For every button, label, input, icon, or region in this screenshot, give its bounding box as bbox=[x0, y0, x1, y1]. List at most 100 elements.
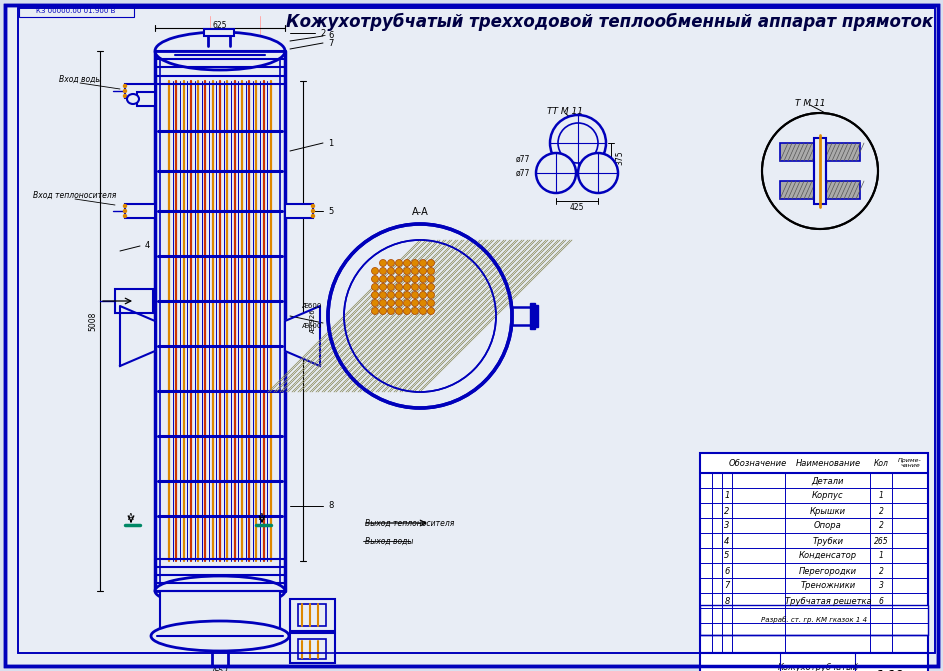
Text: 1:10: 1:10 bbox=[876, 670, 903, 671]
Circle shape bbox=[404, 268, 410, 274]
Circle shape bbox=[404, 276, 410, 282]
Circle shape bbox=[372, 276, 378, 282]
Bar bbox=[137, 92, 155, 106]
Circle shape bbox=[420, 299, 426, 307]
Text: А-А: А-А bbox=[412, 207, 428, 217]
Text: 1: 1 bbox=[328, 138, 333, 148]
Bar bbox=[530, 303, 535, 329]
Bar bbox=[125, 204, 155, 218]
Text: 1: 1 bbox=[879, 491, 884, 501]
Circle shape bbox=[420, 307, 426, 315]
Circle shape bbox=[388, 307, 394, 315]
Text: 6: 6 bbox=[724, 566, 730, 576]
Bar bbox=[290, 599, 335, 631]
Circle shape bbox=[328, 224, 512, 408]
Ellipse shape bbox=[151, 621, 289, 651]
Circle shape bbox=[427, 299, 435, 307]
Text: Корпус: Корпус bbox=[812, 491, 844, 501]
Circle shape bbox=[550, 115, 606, 171]
Circle shape bbox=[427, 260, 435, 266]
Text: ø77: ø77 bbox=[516, 154, 530, 164]
Text: ø77: ø77 bbox=[516, 168, 530, 178]
Text: Кожухотрубчатый трехходовой теплообменный аппарат прямоток: Кожухотрубчатый трехходовой теплообменны… bbox=[287, 13, 934, 31]
Bar bbox=[298, 604, 326, 626]
Text: 625: 625 bbox=[213, 21, 227, 30]
Polygon shape bbox=[285, 306, 320, 366]
Text: 8: 8 bbox=[328, 501, 334, 511]
Text: А: А bbox=[259, 513, 265, 521]
Circle shape bbox=[124, 209, 126, 213]
Text: 5: 5 bbox=[328, 207, 333, 215]
Circle shape bbox=[379, 260, 387, 266]
Circle shape bbox=[379, 268, 387, 274]
Circle shape bbox=[124, 215, 126, 217]
Circle shape bbox=[395, 268, 403, 274]
Text: 3: 3 bbox=[879, 582, 884, 590]
Circle shape bbox=[372, 299, 378, 307]
Bar bbox=[700, 453, 928, 653]
Circle shape bbox=[536, 153, 576, 193]
Circle shape bbox=[311, 209, 315, 213]
Text: Æ1926: Æ1926 bbox=[310, 309, 316, 333]
Text: Трубчатая решетка: Трубчатая решетка bbox=[785, 597, 871, 605]
Text: Вход теплоносителя: Вход теплоносителя bbox=[33, 191, 117, 199]
Circle shape bbox=[395, 276, 403, 282]
Circle shape bbox=[124, 89, 126, 93]
Circle shape bbox=[395, 307, 403, 315]
Circle shape bbox=[411, 268, 419, 274]
Text: 7: 7 bbox=[328, 38, 334, 48]
Text: Крышки: Крышки bbox=[810, 507, 846, 515]
Circle shape bbox=[372, 284, 378, 291]
Text: 265: 265 bbox=[873, 537, 888, 546]
Text: ТТ М 11: ТТ М 11 bbox=[547, 107, 583, 115]
Circle shape bbox=[379, 284, 387, 291]
Text: Вход воды: Вход воды bbox=[58, 74, 101, 83]
Circle shape bbox=[427, 268, 435, 274]
Text: А: А bbox=[128, 513, 134, 521]
Circle shape bbox=[395, 299, 403, 307]
Text: Обозначение: Обозначение bbox=[729, 458, 787, 468]
Circle shape bbox=[379, 299, 387, 307]
Text: Æ600: Æ600 bbox=[302, 323, 323, 329]
Circle shape bbox=[411, 307, 419, 315]
Circle shape bbox=[762, 113, 878, 229]
Text: Трубки: Трубки bbox=[813, 537, 844, 546]
Circle shape bbox=[427, 307, 435, 315]
Circle shape bbox=[395, 284, 403, 291]
Text: 1: 1 bbox=[879, 552, 884, 560]
Ellipse shape bbox=[155, 32, 285, 70]
Circle shape bbox=[124, 205, 126, 207]
Circle shape bbox=[388, 276, 394, 282]
Bar bbox=[19, 5, 134, 17]
Text: 300: 300 bbox=[346, 304, 352, 318]
Circle shape bbox=[404, 260, 410, 266]
Text: 2: 2 bbox=[879, 566, 884, 576]
Text: 8: 8 bbox=[724, 597, 730, 605]
Text: 6: 6 bbox=[879, 597, 884, 605]
Circle shape bbox=[404, 284, 410, 291]
Circle shape bbox=[427, 276, 435, 282]
Circle shape bbox=[411, 260, 419, 266]
Text: 7: 7 bbox=[724, 582, 730, 590]
Bar bbox=[204, 29, 234, 36]
Circle shape bbox=[379, 276, 387, 282]
Circle shape bbox=[411, 284, 419, 291]
Circle shape bbox=[578, 153, 618, 193]
Text: Приме-
чание: Приме- чание bbox=[898, 458, 922, 468]
Text: 1: 1 bbox=[724, 491, 730, 501]
Text: 5008: 5008 bbox=[89, 311, 97, 331]
Circle shape bbox=[411, 276, 419, 282]
Bar bbox=[298, 639, 326, 659]
Text: Детали: Детали bbox=[812, 476, 844, 486]
Text: Конденсатор: Конденсатор bbox=[799, 552, 857, 560]
Text: 4: 4 bbox=[145, 242, 150, 250]
Bar bbox=[290, 633, 335, 663]
Circle shape bbox=[388, 291, 394, 299]
Circle shape bbox=[411, 299, 419, 307]
Text: Æ52: Æ52 bbox=[211, 666, 228, 671]
Text: Выход теплоносителя: Выход теплоносителя bbox=[365, 519, 455, 527]
Circle shape bbox=[379, 291, 387, 299]
Text: 425: 425 bbox=[570, 203, 585, 213]
Text: Выход воды: Выход воды bbox=[365, 537, 413, 546]
Bar bbox=[160, 591, 280, 631]
